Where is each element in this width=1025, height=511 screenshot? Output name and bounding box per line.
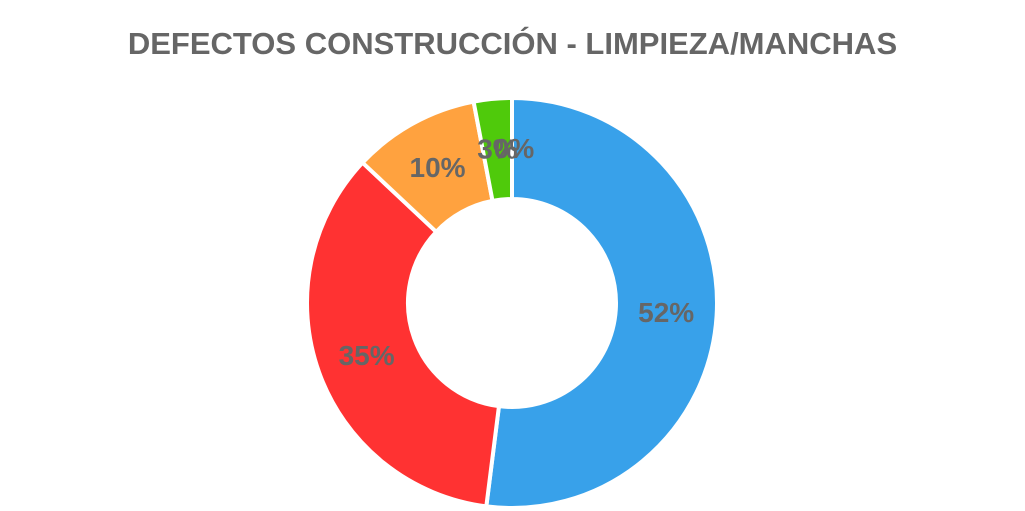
slice-label-2: 35% [339,340,395,371]
slice-group [305,95,719,510]
slice-label-3: 10% [410,152,466,183]
zero-slice-label-1: 0% [494,133,535,164]
label-group: 52% 35% 10% 3%0% [339,133,695,371]
donut-slice-4 [471,95,514,204]
donut-slice-2 [305,159,502,509]
chart-title: DEFECTOS CONSTRUCCIÓN - LIMPIEZA/MANCHAS [127,26,898,61]
slice-label-1: 52% [638,297,694,328]
donut-slice-1 [484,95,719,510]
slice-label-4: 3% [477,134,518,165]
